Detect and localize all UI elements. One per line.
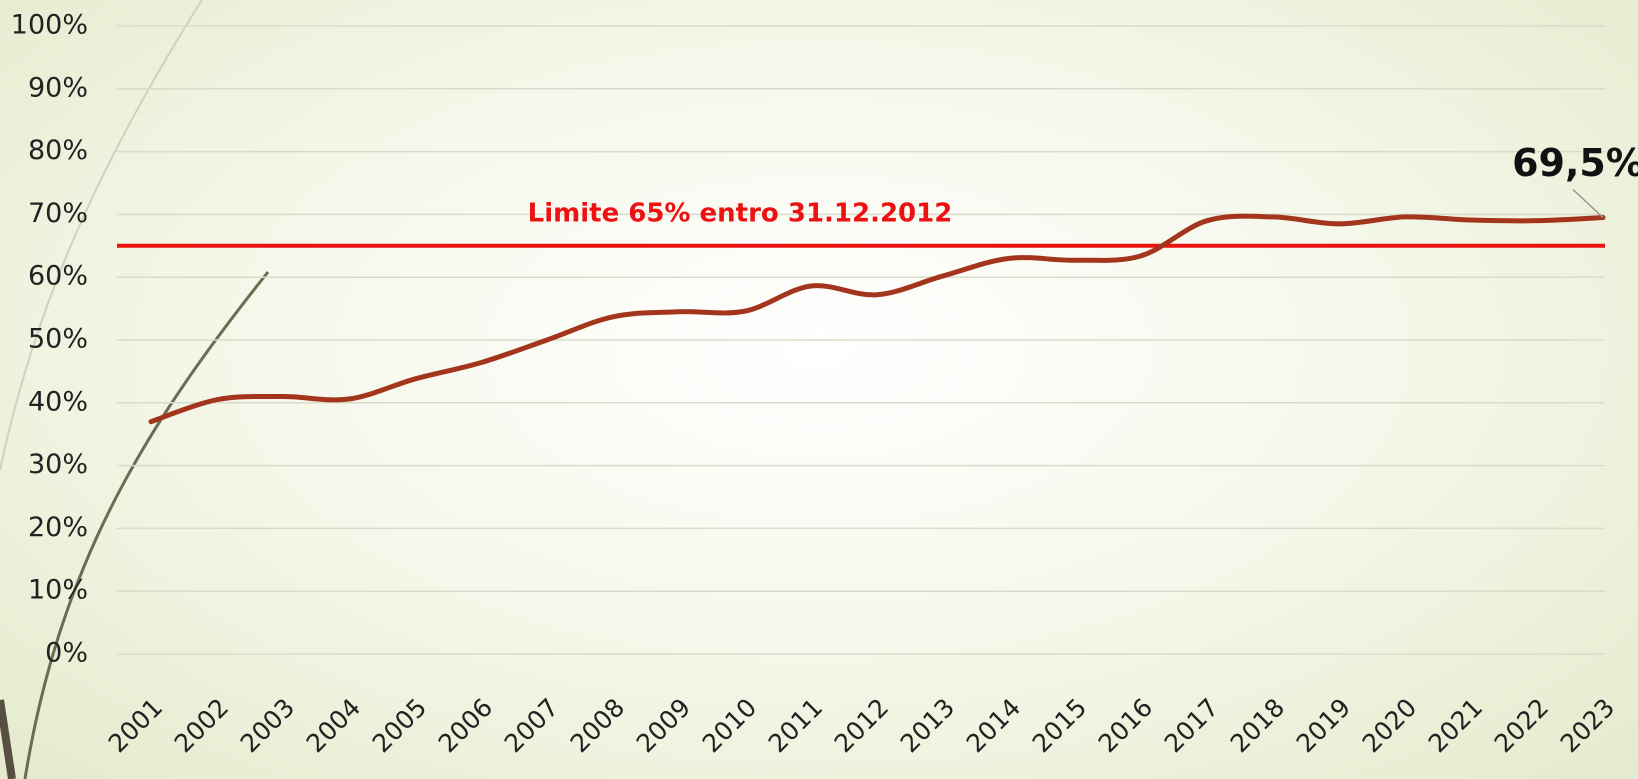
x-tick-label: 2023	[1555, 693, 1620, 758]
x-tick-label: 2022	[1489, 693, 1554, 758]
page: 0%10%20%30%40%50%60%70%80%90%100%2001200…	[0, 0, 1638, 779]
label-leader	[1573, 190, 1603, 218]
x-tick-label: 2005	[367, 693, 432, 758]
x-tick-label: 2018	[1225, 693, 1290, 758]
x-tick-label: 2010	[697, 693, 762, 758]
x-tick-label: 2007	[499, 693, 564, 758]
threshold-label: Limite 65% entro 31.12.2012	[528, 198, 953, 228]
x-tick-label: 2003	[235, 693, 300, 758]
y-tick-label: 60%	[28, 261, 88, 292]
x-tick-label: 2019	[1291, 693, 1356, 758]
data-label: 69,5%	[1512, 141, 1638, 185]
x-tick-label: 2013	[895, 693, 960, 758]
x-tick-label: 2006	[433, 693, 498, 758]
chart: 0%10%20%30%40%50%60%70%80%90%100%2001200…	[0, 0, 1638, 779]
y-tick-label: 0%	[45, 638, 88, 669]
y-tick-label: 50%	[28, 324, 88, 355]
x-tick-label: 2008	[565, 693, 630, 758]
y-tick-label: 90%	[28, 72, 88, 103]
x-tick-label: 2015	[1027, 693, 1092, 758]
y-tick-label: 80%	[28, 135, 88, 166]
y-tick-label: 40%	[28, 386, 88, 417]
y-tick-label: 20%	[28, 512, 88, 543]
x-tick-label: 2002	[169, 693, 234, 758]
y-tick-label: 10%	[28, 575, 88, 606]
x-tick-label: 2012	[829, 693, 894, 758]
y-tick-label: 70%	[28, 198, 88, 229]
x-tick-label: 2017	[1159, 693, 1224, 758]
y-tick-label: 100%	[11, 10, 88, 41]
x-tick-label: 2011	[763, 693, 828, 758]
x-tick-label: 2009	[631, 693, 696, 758]
x-tick-label: 2016	[1093, 693, 1158, 758]
x-tick-label: 2021	[1423, 693, 1488, 758]
y-tick-label: 30%	[28, 449, 88, 480]
x-tick-label: 2001	[103, 693, 168, 758]
decor-curve	[0, 700, 12, 779]
x-tick-label: 2004	[301, 693, 366, 758]
x-tick-label: 2020	[1357, 693, 1422, 758]
x-tick-label: 2014	[961, 693, 1026, 758]
